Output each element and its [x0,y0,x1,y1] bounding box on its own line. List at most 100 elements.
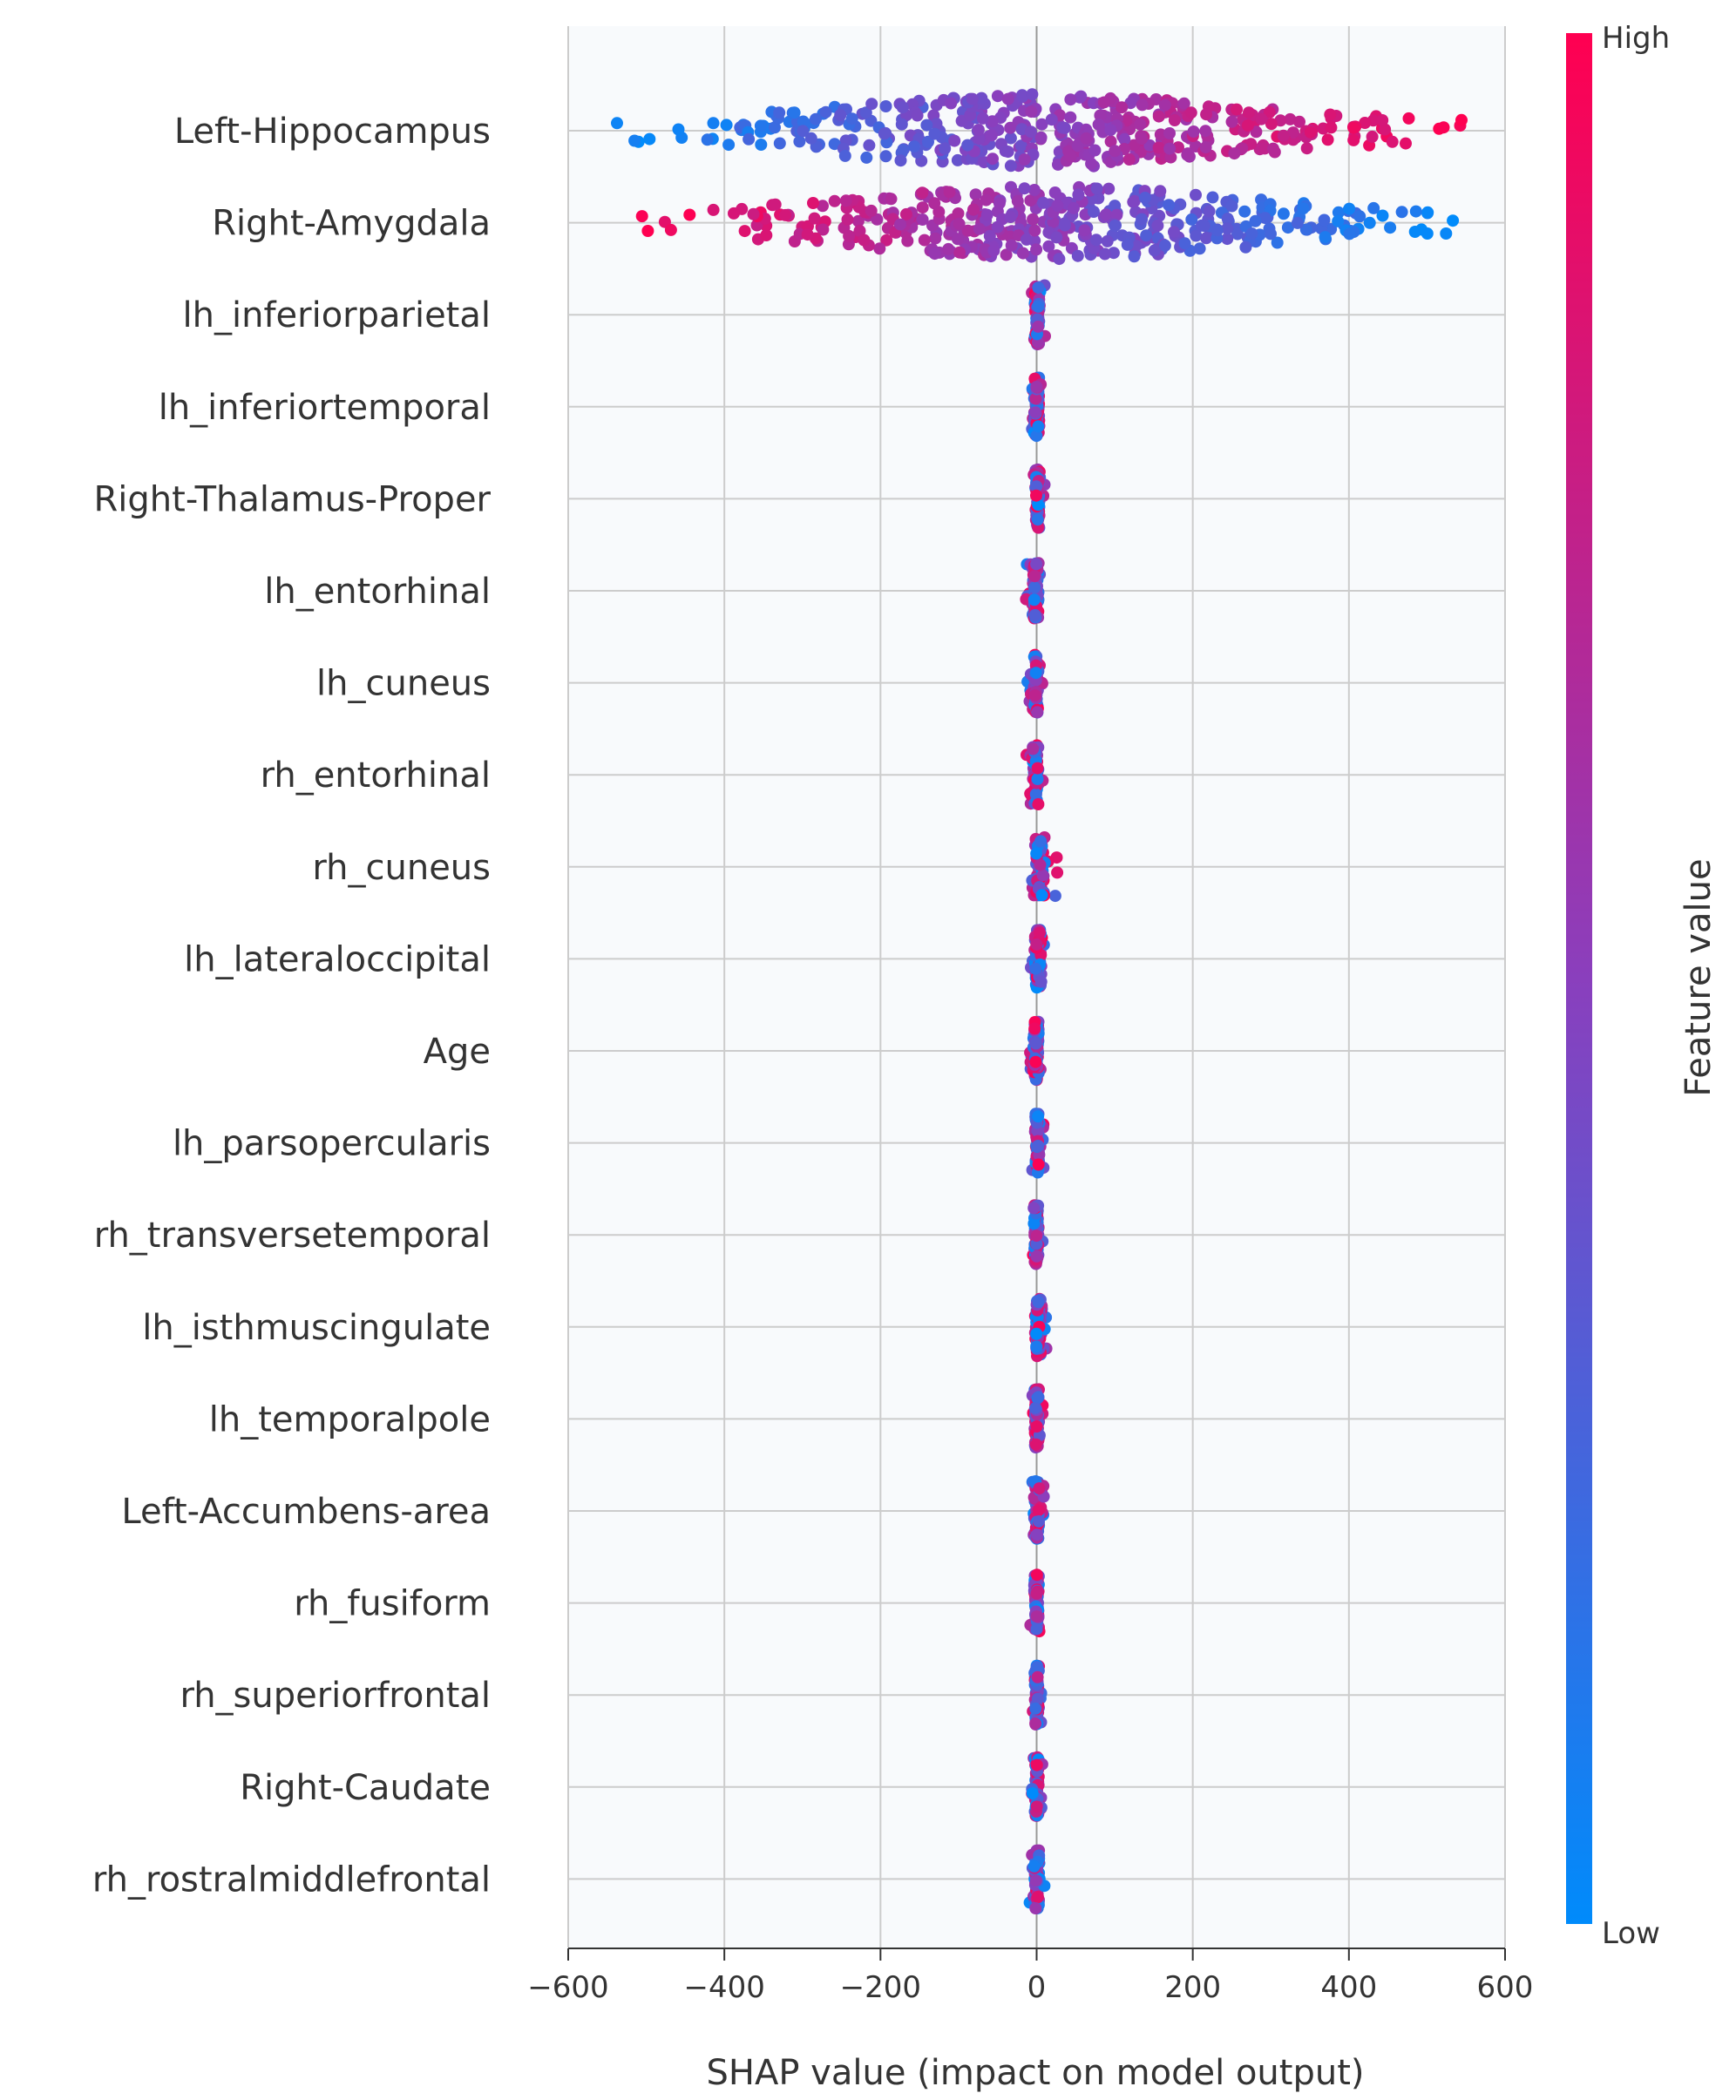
shap-point [1058,121,1071,134]
shap-point [1128,194,1141,207]
shap-point [991,90,1004,103]
shap-point [1029,1055,1042,1068]
shap-point [908,140,920,153]
shap-point [1152,110,1165,123]
shap-point [1027,1202,1041,1215]
shap-point [918,234,931,247]
shap-point [664,223,677,236]
shap-point [1321,133,1334,146]
shap-point [894,218,906,231]
shap-point [948,134,961,147]
shap-point [1032,300,1045,313]
shap-point [1032,1296,1045,1309]
shap-point [1029,962,1042,975]
shap-point [1409,205,1422,218]
shap-point [897,143,910,156]
shap-point [1255,112,1268,125]
shap-point [878,127,891,140]
shap-point [929,232,942,245]
shap-point [838,149,851,162]
shap-point [1029,1438,1042,1451]
shap-point [1098,247,1111,261]
shap-point [1384,221,1397,234]
shap-point [1030,1758,1043,1771]
shap-point [1029,1717,1042,1730]
shap-point [1154,128,1167,141]
shap-point [1343,227,1356,240]
shap-point [1029,1037,1042,1050]
shap-point [1037,196,1049,209]
shap-point [1028,224,1041,237]
shap-point [1027,593,1041,606]
shap-point [865,98,878,111]
shap-point [754,119,767,132]
shap-point [1238,205,1251,218]
shap-point [1395,206,1408,219]
shap-point [1184,106,1197,119]
shap-point [1032,498,1045,511]
shap-point [976,112,989,125]
shap-point [1221,213,1234,225]
colorbar-high-label: High [1602,21,1670,56]
shap-point [683,208,696,221]
shap-point [1092,118,1105,131]
shap-point [1064,150,1077,163]
shap-point [942,242,955,255]
shap-point [1359,117,1372,129]
shap-point [1200,108,1213,121]
shap-point [930,118,943,130]
shap-point [1033,1515,1045,1528]
feature-label: lh_lateraloccipital [184,939,491,979]
shap-point [967,203,980,216]
shap-point [1104,135,1117,148]
shap-point [1030,489,1042,502]
shap-point [1021,233,1033,246]
shap-point [1225,115,1238,128]
shap-point [1078,224,1091,237]
shap-point [1029,1401,1042,1414]
colorbar-gradient [1566,33,1592,1924]
shap-point [1421,206,1434,219]
x-axis-title: SHAP value (impact on model output) [707,2053,1365,2093]
shap-point [1136,213,1149,226]
shap-point [1245,227,1258,240]
shap-point [993,197,1006,210]
feature-label: lh_parsopercularis [173,1124,491,1164]
shap-point [1231,103,1243,116]
shap-point [817,223,830,236]
shap-point [804,132,817,145]
feature-label: Age [424,1032,491,1072]
shap-point [945,97,958,110]
shap-point [1029,1874,1042,1887]
shap-point [1440,227,1453,240]
shap-point [1032,798,1045,810]
shap-point [986,115,999,128]
feature-label: rh_rostralmiddlefrontal [92,1860,491,1900]
shap-point [928,197,941,210]
shap-point [851,214,865,227]
shap-point [1332,206,1345,219]
shap-point [973,222,986,235]
shap-point [1031,513,1044,526]
shap-point [1324,108,1337,121]
shap-point [1193,242,1206,255]
shap-point [1018,182,1031,195]
shap-point [1097,96,1110,109]
shap-point [819,105,832,119]
shap-point [1379,123,1392,136]
shap-point [1421,227,1434,240]
shap-point [916,186,929,200]
shap-point [1030,243,1043,256]
shap-point [810,112,822,125]
shap-point [817,200,829,213]
shap-point [980,208,993,221]
shap-point [1033,1482,1046,1495]
shap-point [1102,182,1116,195]
shap-point [1058,219,1071,232]
shap-point [1168,226,1180,239]
shap-point [1031,706,1044,719]
shap-point [828,194,841,207]
shap-point [801,228,814,241]
x-tick-label: 600 [1477,1970,1534,2005]
shap-point [1032,1158,1045,1171]
